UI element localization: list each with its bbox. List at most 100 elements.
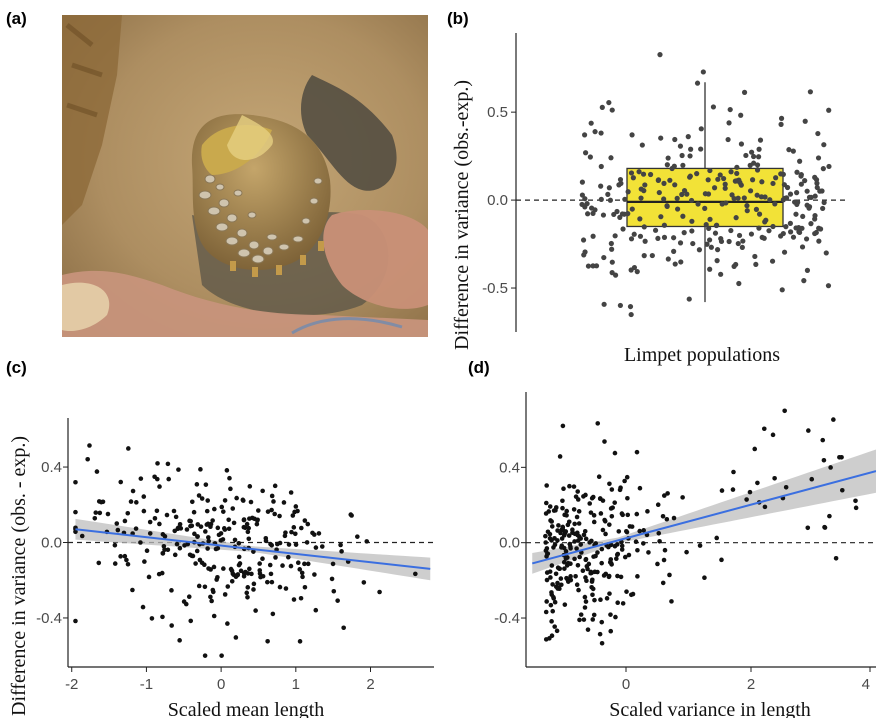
data-point [755,480,760,486]
data-point [247,516,252,521]
data-point [602,439,607,444]
data-point [629,524,635,529]
data-point [236,554,242,560]
data-point [94,469,100,474]
data-point [804,202,810,208]
data-point [118,554,123,559]
data-point [413,571,418,577]
data-point [134,500,139,505]
data-point [122,518,128,524]
data-point [821,199,827,206]
data-point [806,194,813,200]
data-point [733,178,740,184]
data-point [550,582,555,587]
data-point [208,521,214,527]
data-point [212,541,218,546]
data-point [728,169,734,175]
data-point [630,591,636,597]
data-point [608,557,614,562]
data-point [195,534,200,539]
data-point [598,511,604,516]
data-point [796,229,803,236]
data-point [790,234,797,240]
data-point [702,205,708,211]
data-point [592,597,597,603]
data-point [196,583,202,589]
data-point [545,551,550,556]
limpet-photo [62,15,428,337]
data-point [715,176,721,182]
data-point [182,543,187,548]
xtick-label: 2 [747,676,755,693]
data-point [331,588,337,594]
data-point [602,517,607,523]
data-point [578,536,584,541]
data-point [816,238,822,244]
data-point [591,519,597,525]
data-point [240,498,246,503]
ytick-label: 0.0 [41,535,62,552]
panel-label-b: (b) [447,9,469,28]
data-point [73,618,78,624]
data-point [585,211,591,217]
data-point [642,182,648,188]
data-point [804,188,810,194]
data-point [557,586,562,592]
data-point [268,541,273,547]
data-point [575,497,581,502]
data-point [579,192,585,198]
data-point [756,211,763,217]
data-point [160,550,166,556]
data-point [241,524,247,530]
data-point [311,532,317,537]
data-point [185,541,191,547]
data-point [597,631,603,637]
data-point [553,508,558,513]
data-point [249,571,254,577]
data-point [565,560,571,566]
xtick-label: 0 [217,676,225,693]
data-point [166,476,172,482]
data-point [708,244,714,250]
data-point [734,164,740,170]
data-point [808,194,814,200]
data-point [555,528,560,533]
data-point [660,513,666,519]
data-point [582,204,588,210]
data-point [608,155,614,161]
data-point [800,213,806,220]
data-point [661,180,667,186]
data-point [560,498,565,504]
data-point [263,538,269,544]
data-point [187,552,193,558]
data-point [628,236,635,242]
data-point [705,177,711,183]
data-point [282,533,288,539]
data-point [85,456,90,462]
data-point [205,498,211,503]
data-point [231,520,237,526]
data-point [222,498,228,503]
data-point [329,576,335,582]
data-point [551,596,556,601]
data-point [669,599,674,604]
data-point [578,542,584,547]
data-point [297,567,303,572]
data-point [772,201,778,207]
data-point [717,172,723,178]
ylabel-c: Difference in variance (obs. - exp.) [8,436,30,716]
data-point [291,525,297,530]
data-point [703,221,709,228]
data-point [629,592,634,598]
data-point [310,530,315,536]
data-point [781,249,788,255]
data-point [820,437,826,443]
data-point [196,493,202,498]
data-point [188,523,193,529]
data-point [255,518,260,523]
data-point [211,589,216,595]
data-point [568,561,573,566]
data-point [263,535,269,541]
data-point [778,121,784,127]
data-point [798,173,804,179]
